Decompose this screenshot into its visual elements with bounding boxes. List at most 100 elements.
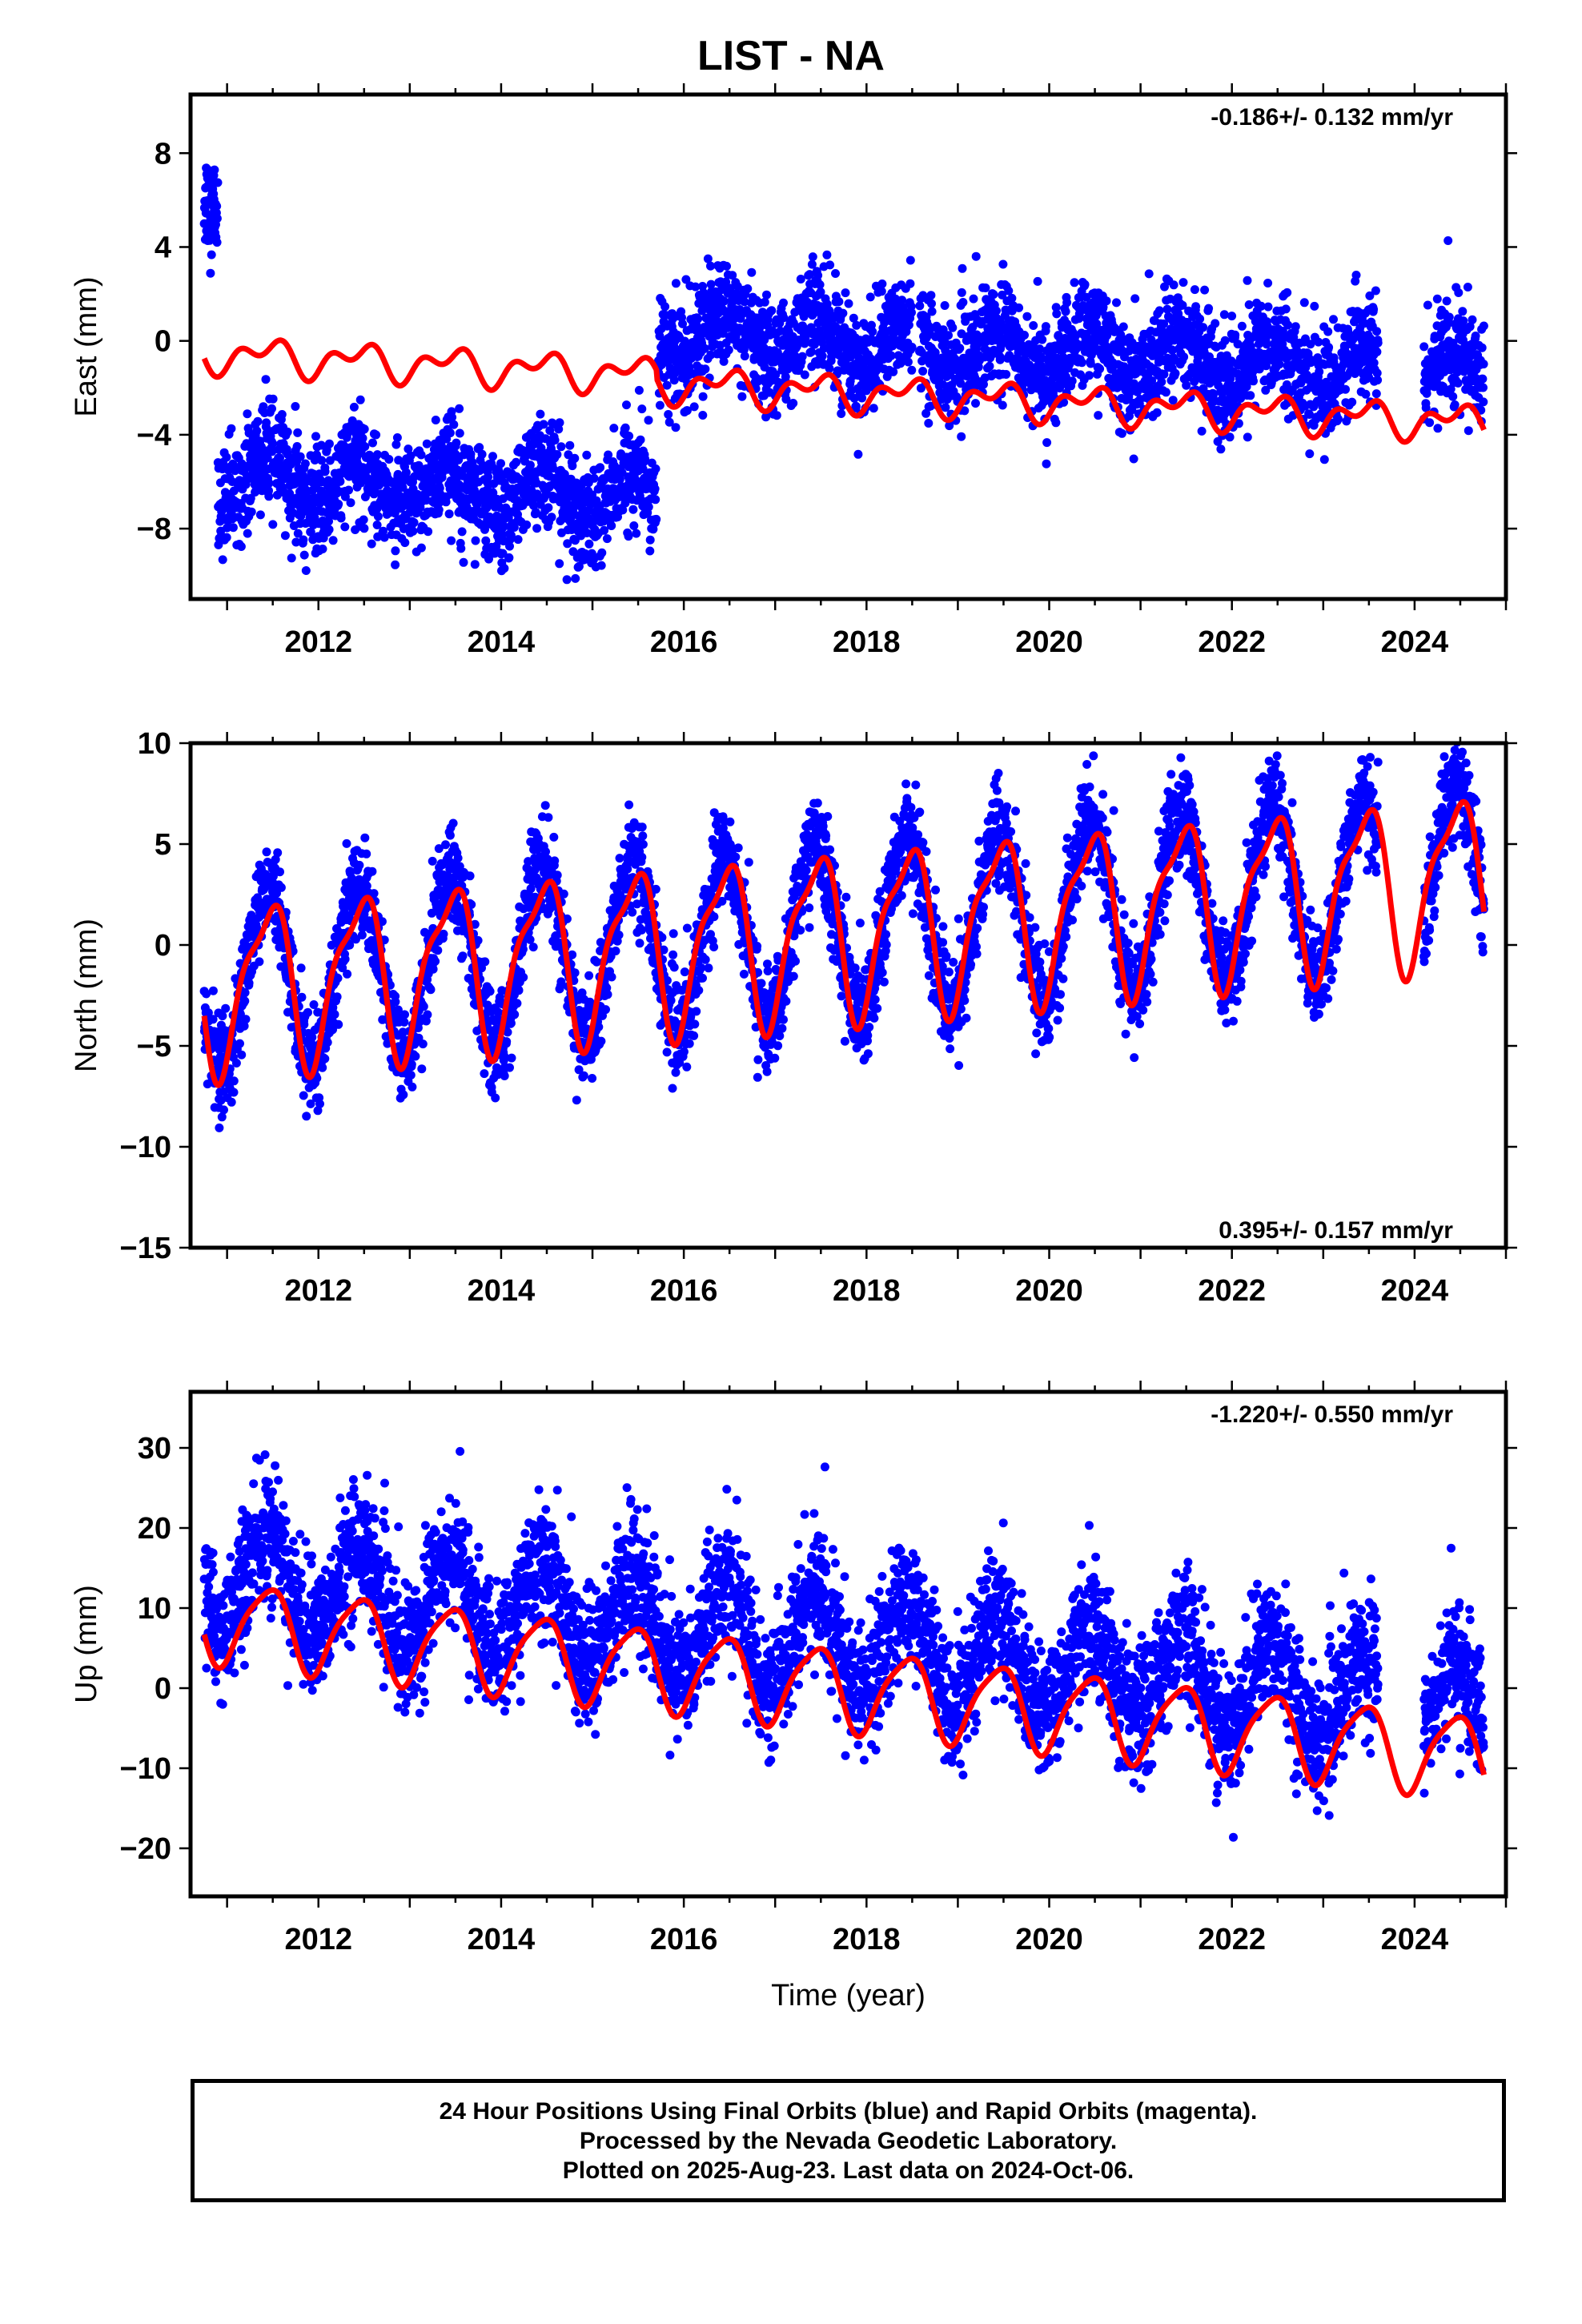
data-point bbox=[1168, 345, 1177, 355]
data-point bbox=[1463, 283, 1472, 292]
data-point bbox=[1022, 312, 1032, 321]
data-point bbox=[236, 542, 246, 551]
data-point bbox=[905, 255, 915, 265]
data-point bbox=[877, 279, 887, 288]
data-point bbox=[998, 290, 1007, 300]
data-point bbox=[944, 331, 953, 340]
data-point bbox=[1042, 459, 1051, 468]
data-point bbox=[1036, 352, 1046, 361]
data-point bbox=[320, 467, 330, 476]
data-point bbox=[1369, 304, 1379, 314]
data-point bbox=[1129, 454, 1138, 464]
data-point bbox=[555, 418, 564, 428]
data-point bbox=[706, 261, 715, 271]
data-point bbox=[422, 439, 432, 448]
data-point bbox=[1477, 343, 1487, 352]
data-point bbox=[416, 543, 426, 553]
data-point bbox=[992, 306, 1001, 316]
data-point bbox=[719, 296, 729, 306]
data-point bbox=[390, 509, 400, 518]
data-point bbox=[228, 523, 238, 533]
data-point bbox=[340, 492, 350, 501]
data-point bbox=[989, 290, 998, 300]
data-point bbox=[241, 1015, 251, 1024]
data-point bbox=[580, 549, 590, 558]
data-point bbox=[346, 498, 355, 508]
data-point bbox=[539, 420, 548, 429]
data-point bbox=[651, 495, 661, 505]
data-point bbox=[1371, 389, 1381, 399]
data-point bbox=[789, 399, 798, 408]
data-point bbox=[807, 259, 817, 269]
data-point bbox=[237, 1050, 247, 1059]
data-point bbox=[1419, 342, 1429, 352]
data-point bbox=[355, 860, 364, 870]
data-point bbox=[958, 263, 967, 273]
data-point bbox=[851, 401, 861, 411]
chart-panel-1: 2012 2014 2016 2018 2020 2022 2024−8−4048East … bbox=[70, 83, 1517, 659]
data-point bbox=[556, 442, 566, 452]
data-point bbox=[496, 459, 505, 468]
data-point bbox=[740, 297, 749, 307]
data-point bbox=[681, 275, 691, 284]
data-point bbox=[1423, 300, 1432, 310]
data-point bbox=[609, 424, 619, 433]
data-point bbox=[243, 529, 252, 538]
data-point bbox=[359, 515, 368, 525]
data-point bbox=[767, 306, 777, 316]
data-point bbox=[808, 252, 817, 262]
data-point bbox=[940, 301, 950, 310]
data-point bbox=[1094, 411, 1103, 420]
data-point bbox=[336, 513, 346, 523]
data-point bbox=[1004, 286, 1014, 296]
data-point bbox=[1373, 338, 1383, 348]
data-point bbox=[1458, 307, 1468, 316]
data-point bbox=[513, 535, 523, 545]
data-point bbox=[240, 988, 250, 997]
data-point bbox=[979, 380, 988, 389]
data-point bbox=[231, 1059, 241, 1068]
data-point bbox=[1249, 376, 1258, 386]
data-point bbox=[957, 287, 966, 297]
data-point bbox=[957, 432, 966, 441]
data-point bbox=[607, 521, 616, 530]
data-point bbox=[622, 400, 631, 410]
x-tick-label: 2024 bbox=[1381, 625, 1449, 659]
data-point bbox=[1200, 285, 1210, 295]
y-tick-label: −4 bbox=[137, 419, 171, 452]
data-point bbox=[221, 1003, 231, 1013]
data-point bbox=[309, 1000, 319, 1009]
data-point bbox=[1107, 364, 1117, 374]
data-point bbox=[926, 291, 936, 300]
data-point bbox=[1051, 303, 1061, 312]
data-point bbox=[700, 344, 709, 353]
data-point bbox=[1319, 455, 1329, 464]
data-points bbox=[199, 163, 1488, 585]
data-point bbox=[452, 438, 461, 448]
data-point bbox=[335, 476, 345, 486]
data-point bbox=[889, 367, 898, 376]
data-point bbox=[1020, 331, 1029, 340]
data-point bbox=[1067, 376, 1077, 386]
data-point bbox=[955, 344, 965, 353]
data-point bbox=[1042, 438, 1052, 448]
data-point bbox=[1341, 384, 1350, 394]
data-point bbox=[838, 308, 848, 318]
data-point bbox=[1051, 418, 1061, 428]
data-point bbox=[1372, 327, 1382, 336]
data-point bbox=[956, 379, 966, 388]
data-point bbox=[207, 250, 216, 259]
data-point bbox=[1095, 364, 1105, 374]
data-point bbox=[1305, 410, 1314, 419]
data-point bbox=[637, 404, 647, 414]
data-point bbox=[488, 452, 497, 461]
data-point bbox=[1213, 436, 1223, 446]
data-point bbox=[597, 548, 607, 557]
data-point bbox=[214, 540, 223, 549]
data-point bbox=[981, 283, 990, 292]
data-point bbox=[1459, 316, 1468, 326]
data-point bbox=[351, 525, 360, 534]
data-point bbox=[897, 296, 907, 305]
data-point bbox=[500, 564, 509, 573]
